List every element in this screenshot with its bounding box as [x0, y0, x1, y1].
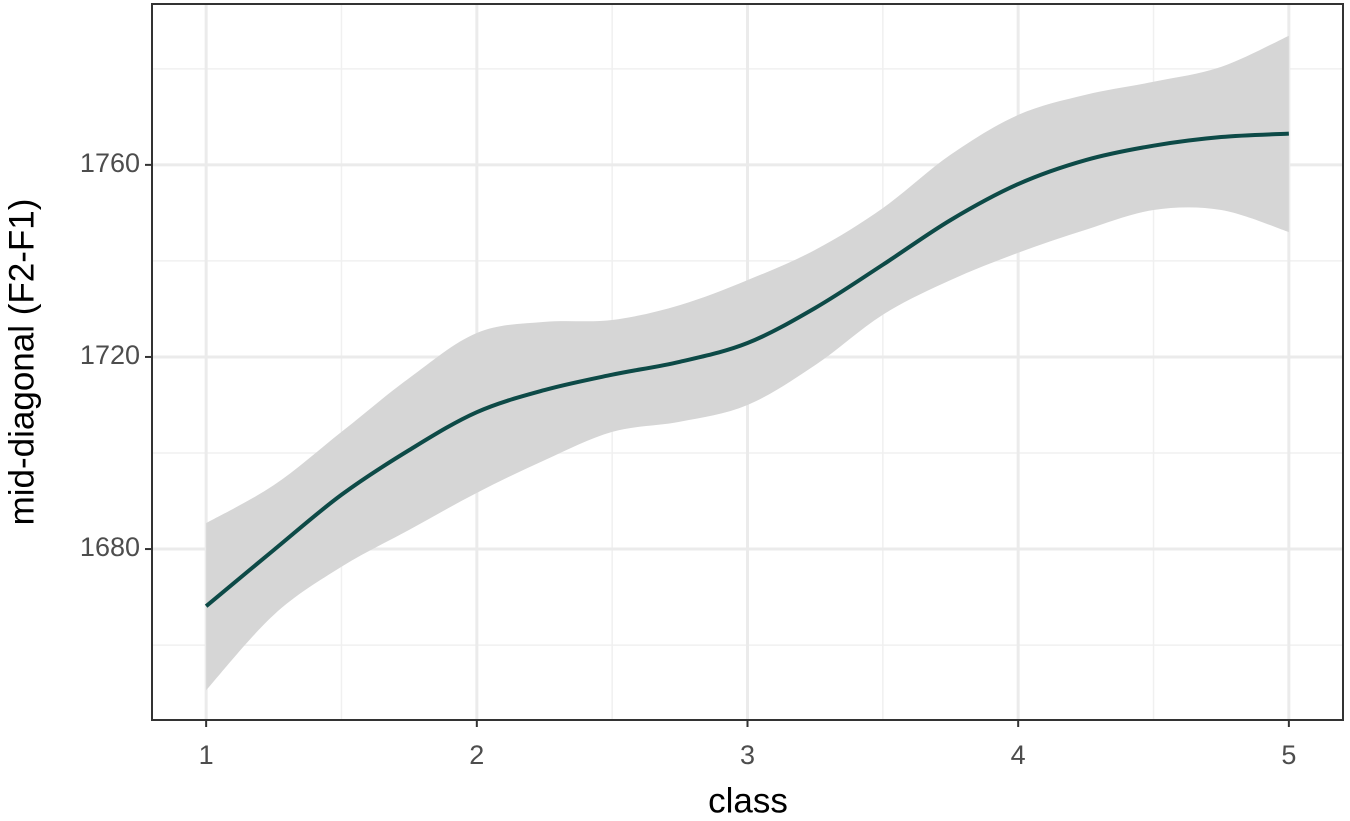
x-tick-label: 3 — [740, 740, 755, 770]
y-tick-label: 1680 — [80, 532, 140, 562]
x-tick-label: 5 — [1281, 740, 1296, 770]
y-axis-title: mid-diagonal (F2-F1) — [2, 199, 41, 526]
y-tick-label: 1760 — [80, 148, 140, 178]
x-tick-label: 2 — [469, 740, 484, 770]
x-tick-label: 4 — [1011, 740, 1026, 770]
line — [204, 131, 1289, 608]
x-tick-label: 1 — [199, 740, 214, 770]
x-axis-title: class — [708, 781, 788, 820]
confidence-band — [206, 35, 1289, 691]
y-tick-label: 1720 — [80, 340, 140, 370]
